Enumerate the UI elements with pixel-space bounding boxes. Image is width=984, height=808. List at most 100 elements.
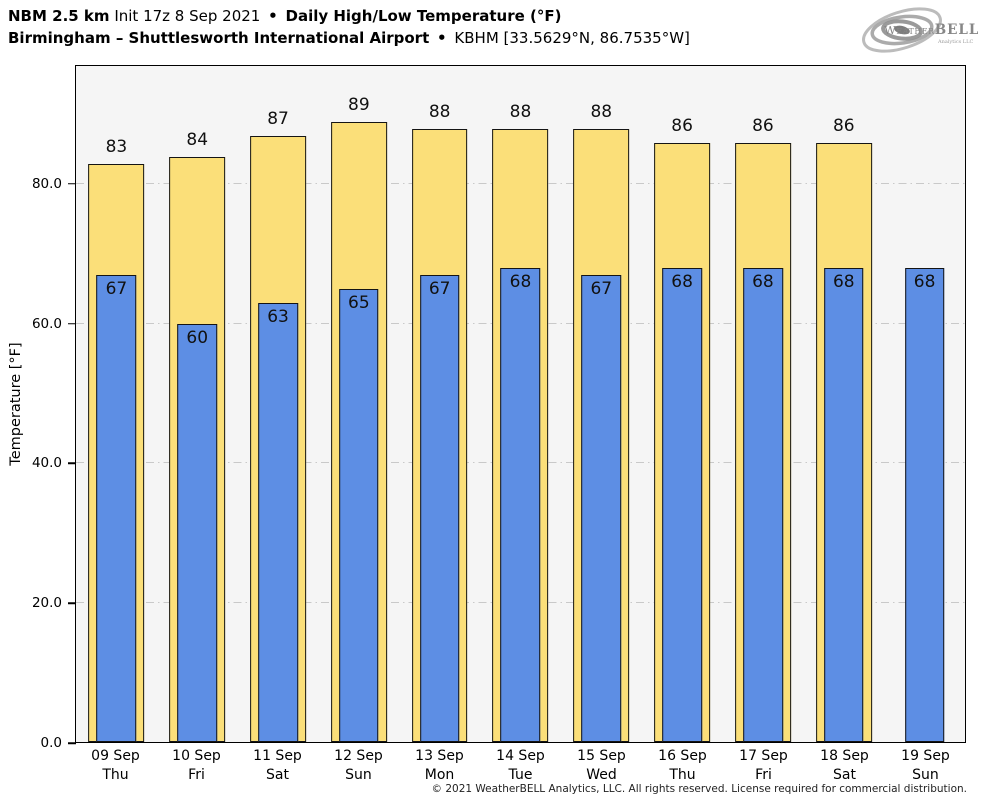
x-tick-label: 11 Sep Sat — [237, 747, 318, 785]
x-label-date: 13 Sep — [415, 748, 464, 764]
x-label-date: 15 Sep — [577, 748, 626, 764]
x-tick-label: 15 Sep Wed — [561, 747, 642, 785]
x-tick-label: 13 Sep Mon — [399, 747, 480, 785]
x-tick-label: 16 Sep Thu — [642, 747, 723, 785]
low-bar — [419, 275, 460, 742]
model-name: NBM 2.5 km — [8, 7, 110, 25]
high-value-label: 89 — [348, 94, 370, 115]
x-label-day: Sat — [833, 767, 856, 783]
x-label-day: Mon — [424, 767, 455, 783]
bar-group-18-sep: 86 68 — [803, 66, 884, 742]
x-label-day: Thu — [669, 767, 696, 783]
x-label-day: Fri — [755, 767, 772, 783]
low-value-label: 67 — [590, 279, 613, 300]
plot-area: 83 67 84 60 87 63 89 65 88 67 88 68 88 67 86 68 86 68 86 68… — [75, 65, 966, 743]
y-tick-mark — [68, 462, 76, 465]
x-label-day: Wed — [586, 767, 617, 783]
x-tick-label: 17 Sep Fri — [723, 747, 804, 785]
low-value-label: 67 — [428, 279, 451, 300]
svg-text:WeatherBELL: WeatherBELL — [884, 22, 978, 38]
low-value-label: 67 — [105, 279, 128, 300]
high-value-label: 88 — [428, 101, 451, 122]
x-tick-label: 09 Sep Thu — [75, 747, 156, 785]
bar-group-12-sep: 89 65 — [318, 66, 399, 742]
bar-group-14-sep: 88 68 — [480, 66, 561, 742]
low-bar — [743, 268, 783, 742]
low-value-label: 60 — [186, 327, 209, 348]
y-tick-label: 80.0 — [31, 175, 62, 192]
weatherbell-logo: WeatherBELL Analytics LLC — [858, 2, 978, 58]
logo-subtext: Analytics LLC — [937, 39, 973, 45]
title-line-2: Birmingham – Shuttlesworth International… — [8, 28, 690, 48]
x-label-date: 12 Sep — [334, 748, 383, 764]
copyright-notice: © 2021 WeatherBELL Analytics, LLC. All r… — [431, 783, 967, 795]
x-label-day: Sat — [266, 767, 289, 783]
y-tick-mark — [68, 742, 76, 744]
x-label-date: 10 Sep — [172, 748, 221, 764]
low-value-label: 63 — [267, 306, 289, 327]
y-tick-label: 40.0 — [31, 455, 62, 472]
bar-group-13-sep: 88 67 — [399, 66, 480, 742]
x-tick-label: 12 Sep Sun — [318, 747, 399, 785]
x-tick-label: 18 Sep Sat — [804, 747, 885, 785]
x-label-day: Sun — [345, 767, 372, 783]
low-value-label: 68 — [509, 272, 532, 293]
low-bar — [662, 268, 702, 742]
high-value-label: 86 — [671, 115, 693, 136]
x-tick-label: 10 Sep Fri — [156, 747, 237, 785]
bar-group-19-sep: 68 — [884, 66, 965, 742]
x-label-day: Fri — [188, 767, 205, 783]
station-coords: KBHM [33.5629°N, 86.7535°W] — [454, 29, 690, 47]
x-axis-labels: 09 Sep Thu 10 Sep Fri 11 Sep Sat 12 Sep Sun 13 S… — [75, 744, 966, 790]
high-value-label: 87 — [267, 108, 289, 129]
low-value-label: 68 — [752, 272, 774, 293]
y-tick-label: 20.0 — [31, 595, 62, 612]
high-value-label: 84 — [186, 129, 209, 150]
y-axis-ticks: 0.0 20.0 40.0 60.0 80.0 — [0, 65, 76, 751]
x-label-day: Tue — [508, 767, 533, 783]
low-value-label: 68 — [671, 272, 693, 293]
high-value-label: 83 — [105, 136, 128, 157]
bar-group-16-sep: 86 68 — [642, 66, 723, 742]
separator-dot: • — [268, 7, 278, 25]
low-bar — [339, 289, 379, 742]
x-label-day: Sun — [912, 767, 939, 783]
high-value-label: 88 — [509, 101, 532, 122]
low-bar — [500, 268, 541, 742]
x-label-date: 19 Sep — [901, 748, 950, 764]
hurricane-spiral-icon: WeatherBELL Analytics LLC — [862, 7, 978, 53]
y-tick-mark — [68, 183, 76, 185]
x-label-date: 16 Sep — [658, 748, 707, 764]
low-value-label: 68 — [832, 272, 855, 293]
bar-group-17-sep: 86 68 — [723, 66, 804, 742]
y-tick-label: 0.0 — [40, 735, 62, 751]
init-time: Init 17z 8 Sep 2021 — [114, 7, 261, 25]
x-label-date: 11 Sep — [253, 748, 302, 764]
title-line-1: NBM 2.5 km Init 17z 8 Sep 2021 • Daily H… — [8, 6, 561, 26]
location-title: Birmingham – Shuttlesworth International… — [8, 29, 430, 47]
separator-dot: • — [437, 29, 447, 47]
low-value-label: 65 — [348, 293, 370, 314]
y-tick-mark — [68, 322, 76, 325]
low-bar — [581, 275, 622, 742]
bar-group-11-sep: 87 63 — [238, 66, 319, 742]
x-tick-label: 14 Sep Tue — [480, 747, 561, 785]
high-value-label: 88 — [590, 101, 613, 122]
low-bar — [96, 275, 137, 742]
metric-title: Daily High/Low Temperature (°F) — [285, 7, 562, 25]
low-bar — [177, 323, 218, 742]
y-tick-mark — [68, 602, 76, 604]
low-value-label: 68 — [913, 272, 936, 293]
x-tick-label: 19 Sep Sun — [885, 747, 966, 785]
low-bar — [258, 302, 298, 742]
x-label-day: Thu — [102, 767, 129, 783]
logo-weather-text: Weather — [884, 23, 935, 37]
x-label-date: 18 Sep — [820, 748, 869, 764]
bar-group-15-sep: 88 67 — [561, 66, 642, 742]
bar-group-10-sep: 84 60 — [157, 66, 238, 742]
low-bar — [904, 268, 945, 742]
x-label-date: 09 Sep — [91, 748, 140, 764]
bar-group-09-sep: 83 67 — [76, 66, 157, 742]
high-value-label: 86 — [752, 115, 774, 136]
